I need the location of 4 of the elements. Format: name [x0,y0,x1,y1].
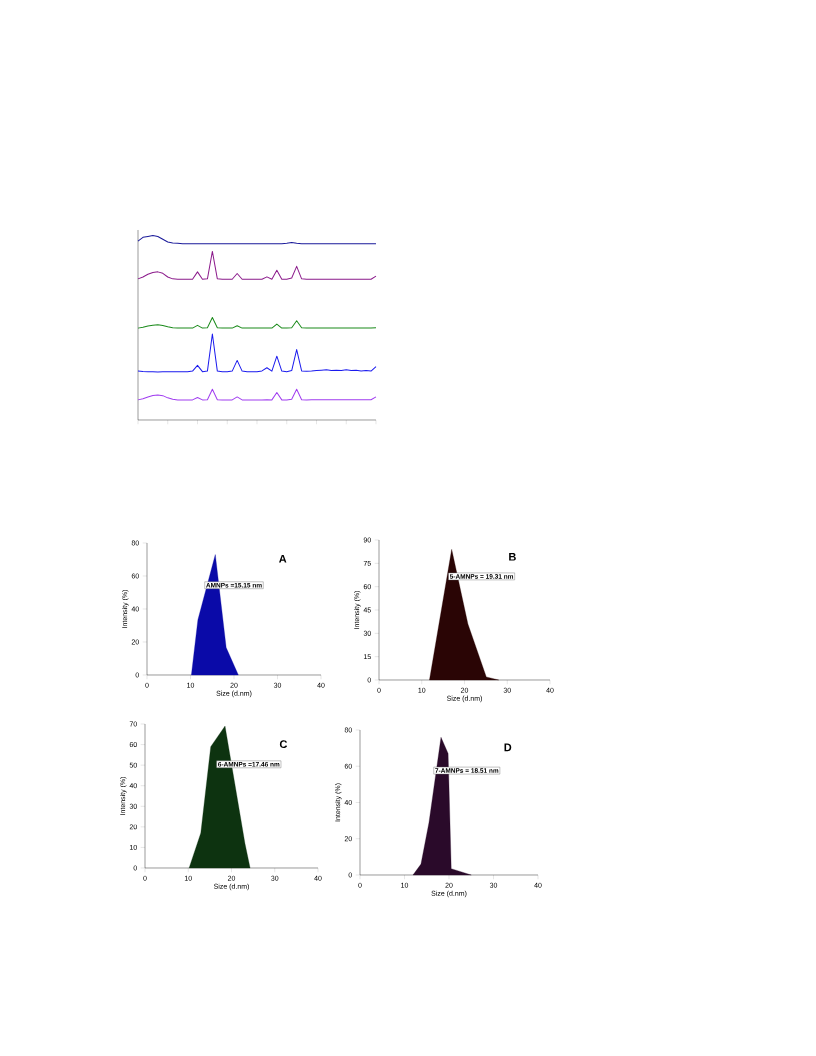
text: A [279,555,287,563]
text: C [279,740,288,749]
text: B [509,553,516,561]
text: D [504,743,512,752]
